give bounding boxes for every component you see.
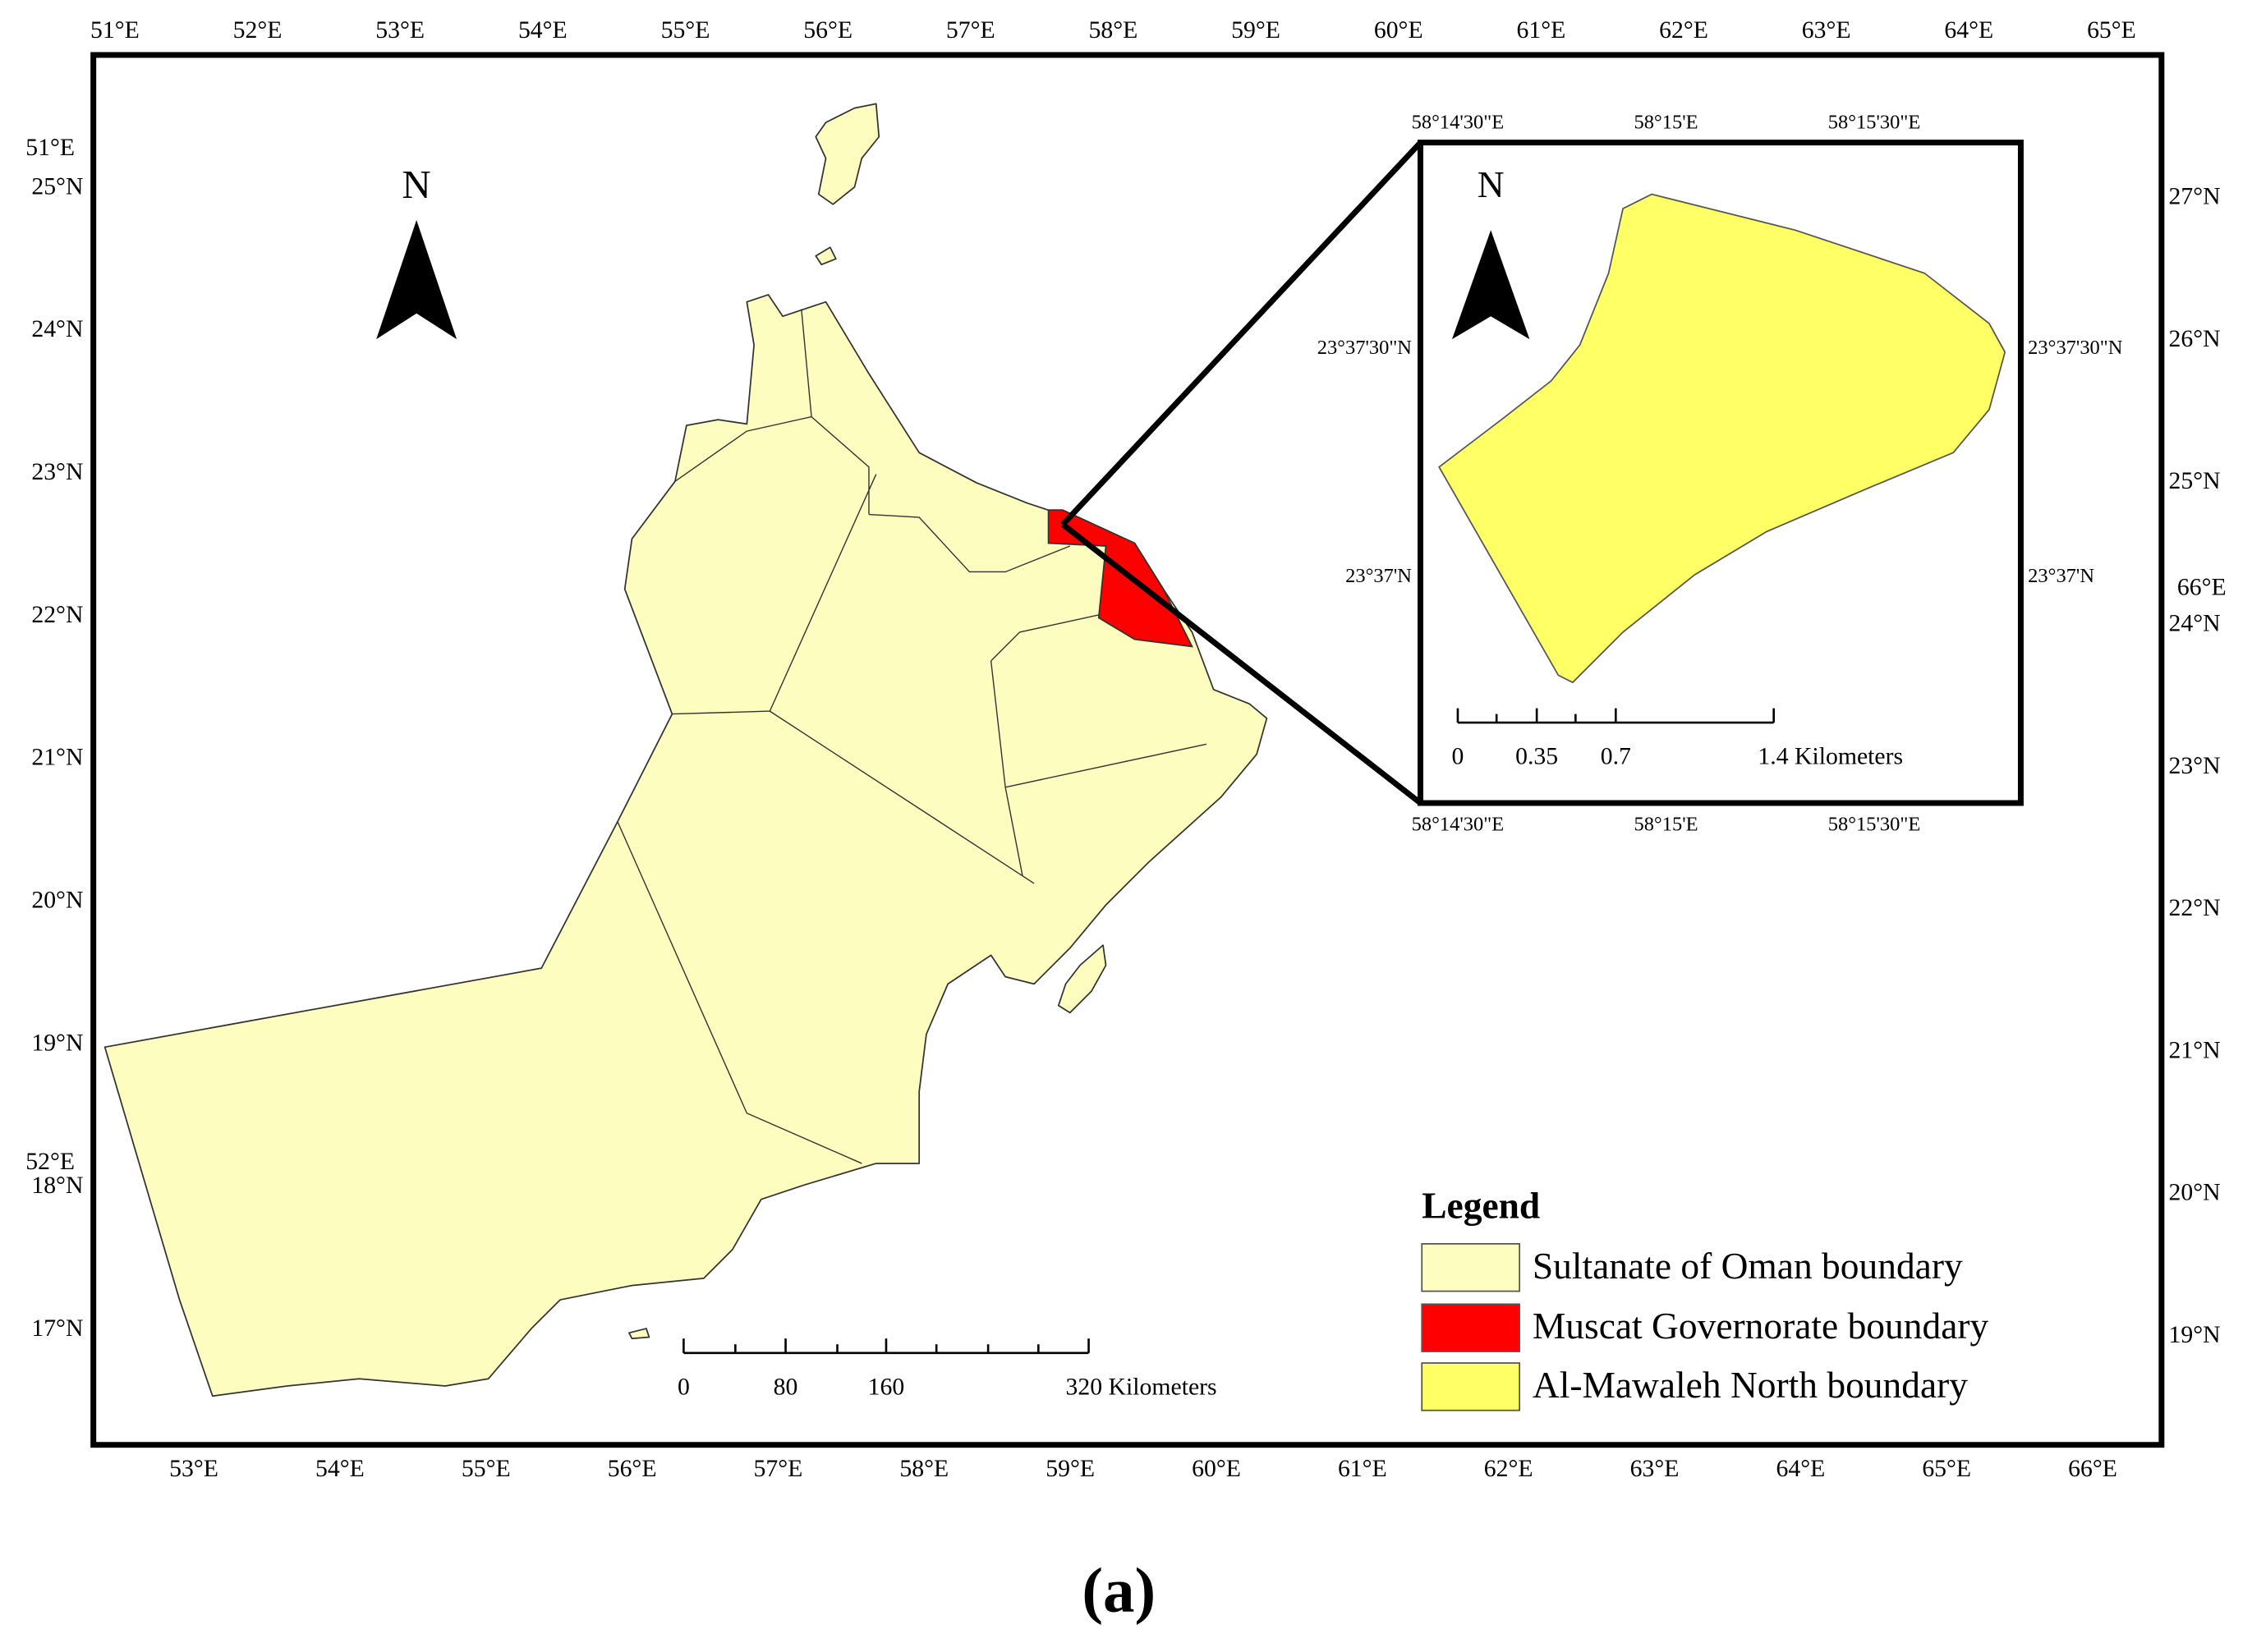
- scale-label: 0: [678, 1374, 690, 1400]
- top-lon-label: 60°E: [1374, 17, 1423, 44]
- scale-label: 80: [774, 1374, 798, 1400]
- legend: Legend Sultanate of Oman boundary Muscat…: [1421, 1184, 1989, 1411]
- legend-swatch: [1421, 1243, 1521, 1292]
- legend-swatch: [1421, 1362, 1521, 1411]
- legend-title: Legend: [1422, 1184, 1540, 1226]
- bottom-lon-label: 55°E: [462, 1456, 511, 1482]
- legend-label: Al-Mawaleh North boundary: [1533, 1364, 1968, 1406]
- top-lon-label: 65°E: [2087, 17, 2136, 44]
- caption: (a): [1082, 1555, 1156, 1626]
- inset-scale-label: 1.4 Kilometers: [1758, 744, 1903, 770]
- inset-scale-label: 0.7: [1601, 744, 1631, 770]
- top-lon-label: 51°E: [90, 17, 140, 44]
- left-lat-label: 23°N: [31, 459, 83, 485]
- inset-bottom-label: 58°15'E: [1634, 814, 1698, 836]
- inset-left-label: 23°37'N: [1345, 565, 1412, 587]
- top-lon-label: 63°E: [1802, 17, 1851, 44]
- top-lon-label: 53°E: [375, 17, 425, 44]
- right-lat-label: 23°N: [2169, 753, 2221, 779]
- bottom-lon-label: 53°E: [169, 1456, 218, 1482]
- oman-map: N 0 80 160 320 Kilometers 51°E 52°E 66°E: [25, 103, 2227, 1400]
- scale-label: 160: [868, 1374, 905, 1400]
- bottom-lon-label: 63°E: [1630, 1456, 1680, 1482]
- inset-north-arrow: [1451, 230, 1530, 340]
- inset-left-label: 23°37'30"N: [1317, 337, 1413, 359]
- inset-top-label: 58°15'30"E: [1828, 111, 1921, 133]
- legend-swatch: [1421, 1303, 1521, 1352]
- island: [815, 103, 880, 205]
- island: [815, 246, 837, 266]
- bottom-lon-label: 66°E: [2068, 1456, 2117, 1482]
- legend-label: Sultanate of Oman boundary: [1533, 1245, 1963, 1287]
- al-mawaleh-north: [1438, 193, 2006, 684]
- island: [628, 1328, 650, 1340]
- right-lat-label: 20°N: [2169, 1180, 2221, 1206]
- stray-label: 52°E: [25, 1149, 75, 1175]
- stray-label: 66°E: [2177, 574, 2227, 600]
- top-lon-label: 64°E: [1944, 17, 1993, 44]
- bottom-lon-label: 54°E: [315, 1456, 365, 1482]
- top-lon-label: 56°E: [803, 17, 853, 44]
- right-lat-label: 19°N: [2169, 1322, 2221, 1348]
- inset-bottom-label: 58°14'30"E: [1412, 814, 1505, 836]
- top-lon-label: 55°E: [661, 17, 710, 44]
- top-lon-label: 57°E: [946, 17, 995, 44]
- legend-label: Muscat Governorate boundary: [1533, 1305, 1989, 1347]
- top-lon-label: 52°E: [233, 17, 283, 44]
- inset: N 0 0.35 0.7 1.4 Kilometers: [1060, 140, 2024, 806]
- north-arrow: [376, 220, 457, 340]
- stray-label: 51°E: [25, 135, 75, 161]
- right-lat-label: 25°N: [2169, 468, 2221, 494]
- oman-boundary: [103, 294, 1268, 1397]
- left-lat-label: 18°N: [31, 1172, 83, 1199]
- bottom-lon-label: 60°E: [1192, 1456, 1241, 1482]
- left-lat-label: 22°N: [31, 602, 83, 628]
- inset-right-label: 23°37'30"N: [2028, 337, 2123, 359]
- bottom-lon-label: 56°E: [608, 1456, 657, 1482]
- right-lat-label: 26°N: [2169, 326, 2221, 352]
- bottom-lon-label: 65°E: [1922, 1456, 1971, 1482]
- scale-label: 320 Kilometers: [1066, 1374, 1217, 1400]
- north-label: N: [402, 162, 430, 207]
- bottom-lon-label: 59°E: [1046, 1456, 1095, 1482]
- inset-bottom-label: 58°15'30"E: [1828, 814, 1921, 836]
- bottom-lon-label: 58°E: [899, 1456, 949, 1482]
- top-lon-label: 61°E: [1516, 17, 1565, 44]
- right-lat-label: 21°N: [2169, 1037, 2221, 1063]
- island: [1057, 944, 1107, 1014]
- inset-top-label: 58°15'E: [1634, 111, 1698, 133]
- scale-ticks: [682, 1338, 1090, 1353]
- right-lat-label: 24°N: [2169, 611, 2221, 637]
- scale-bar: [682, 1338, 1090, 1355]
- inset-north-label: N: [1478, 163, 1505, 205]
- top-lon-label: 59°E: [1231, 17, 1280, 44]
- bottom-lon-label: 57°E: [754, 1456, 803, 1482]
- inset-scale-label: 0.35: [1515, 744, 1558, 770]
- top-lon-label: 62°E: [1659, 17, 1708, 44]
- top-lon-label: 58°E: [1089, 17, 1138, 44]
- left-lat-label: 21°N: [31, 745, 83, 771]
- left-lat-label: 17°N: [31, 1315, 83, 1342]
- bottom-lon-label: 61°E: [1338, 1456, 1387, 1482]
- zoom-line: [1060, 522, 1422, 805]
- right-lat-label: 22°N: [2169, 895, 2221, 921]
- top-lon-label: 54°E: [518, 17, 568, 44]
- bottom-lon-label: 62°E: [1484, 1456, 1533, 1482]
- right-lat-label: 27°N: [2169, 184, 2221, 210]
- inset-scale-label: 0: [1452, 744, 1464, 770]
- inset-top-label: 58°14'30"E: [1412, 111, 1505, 133]
- district-boundaries: [617, 309, 1207, 1164]
- bottom-lon-label: 64°E: [1776, 1456, 1825, 1482]
- inset-right-label: 23°37'N: [2028, 565, 2094, 587]
- zoom-line: [1060, 140, 1423, 527]
- left-lat-label: 20°N: [31, 888, 83, 914]
- left-lat-label: 24°N: [31, 316, 83, 342]
- left-lat-label: 25°N: [31, 173, 83, 200]
- inset-scale-bar: [1456, 708, 1775, 724]
- left-lat-label: 19°N: [31, 1030, 83, 1056]
